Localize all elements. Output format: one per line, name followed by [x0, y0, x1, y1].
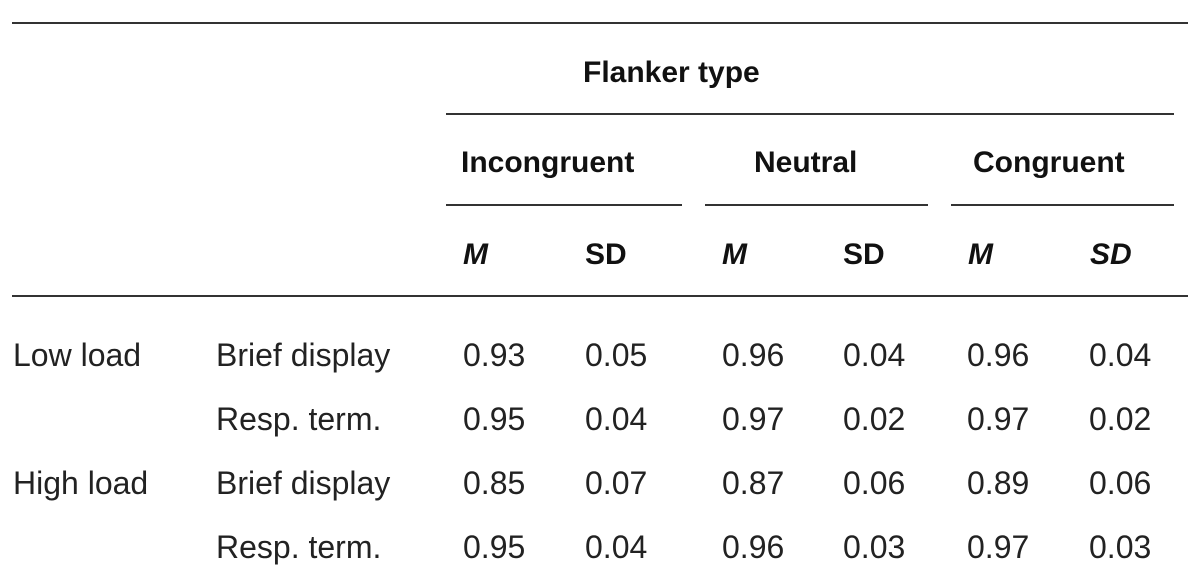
table-cell: 0.03 [1089, 529, 1152, 565]
table-cell: 0.04 [585, 529, 648, 565]
table-cell: 0.87 [722, 465, 785, 501]
incongruent-underline [446, 204, 682, 206]
congruent-underline [951, 204, 1174, 206]
table-cell: 0.06 [1089, 465, 1152, 501]
table-cell: 0.02 [1089, 401, 1152, 437]
table-cell: 0.93 [463, 337, 526, 373]
flanker-type-underline [446, 113, 1174, 115]
col-header-neutral-sd: SD [843, 238, 885, 271]
table-cell: 0.96 [967, 337, 1030, 373]
row-load-label: Low load [13, 337, 142, 373]
table-cell: 0.03 [843, 529, 906, 565]
table-cell: 0.07 [585, 465, 648, 501]
row-load-label: High load [13, 465, 149, 501]
col-header-congruent-m: M [968, 238, 993, 271]
group-header-neutral: Neutral [754, 146, 858, 179]
table-cell: 0.95 [463, 529, 526, 565]
col-header-incongruent-m: M [463, 238, 488, 271]
table-cell: 0.97 [722, 401, 785, 437]
neutral-underline [705, 204, 928, 206]
row-condition-label: Resp. term. [216, 529, 382, 565]
table-cell: 0.04 [843, 337, 906, 373]
row-condition-label: Brief display [216, 465, 391, 501]
table-cell: 0.89 [967, 465, 1030, 501]
table-cell: 0.96 [722, 529, 785, 565]
group-header-congruent: Congruent [973, 146, 1125, 179]
table-cell: 0.95 [463, 401, 526, 437]
table-cell: 0.04 [585, 401, 648, 437]
col-header-neutral-m: M [722, 238, 747, 271]
group-header-incongruent: Incongruent [461, 146, 635, 179]
table-cell: 0.02 [843, 401, 906, 437]
table-cell: 0.96 [722, 337, 785, 373]
table-cell: 0.97 [967, 529, 1030, 565]
table-cell: 0.85 [463, 465, 526, 501]
row-condition-label: Resp. term. [216, 401, 382, 437]
col-header-congruent-sd: SD [1090, 238, 1132, 271]
col-header-incongruent-sd: SD [585, 238, 627, 271]
table-cell: 0.97 [967, 401, 1030, 437]
table-cell: 0.06 [843, 465, 906, 501]
header-bottom-rule [12, 295, 1188, 297]
flanker-type-header: Flanker type [583, 56, 760, 89]
table-cell: 0.04 [1089, 337, 1152, 373]
table-top-rule [12, 22, 1188, 24]
table-cell: 0.05 [585, 337, 648, 373]
row-condition-label: Brief display [216, 337, 391, 373]
